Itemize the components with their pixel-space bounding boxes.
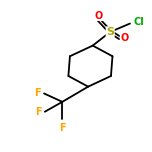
Text: Cl: Cl [133,17,144,27]
Text: F: F [35,107,41,117]
Text: F: F [34,88,41,98]
Text: O: O [95,10,103,21]
Text: F: F [59,123,66,133]
Text: O: O [120,33,128,43]
Text: S: S [106,27,114,37]
